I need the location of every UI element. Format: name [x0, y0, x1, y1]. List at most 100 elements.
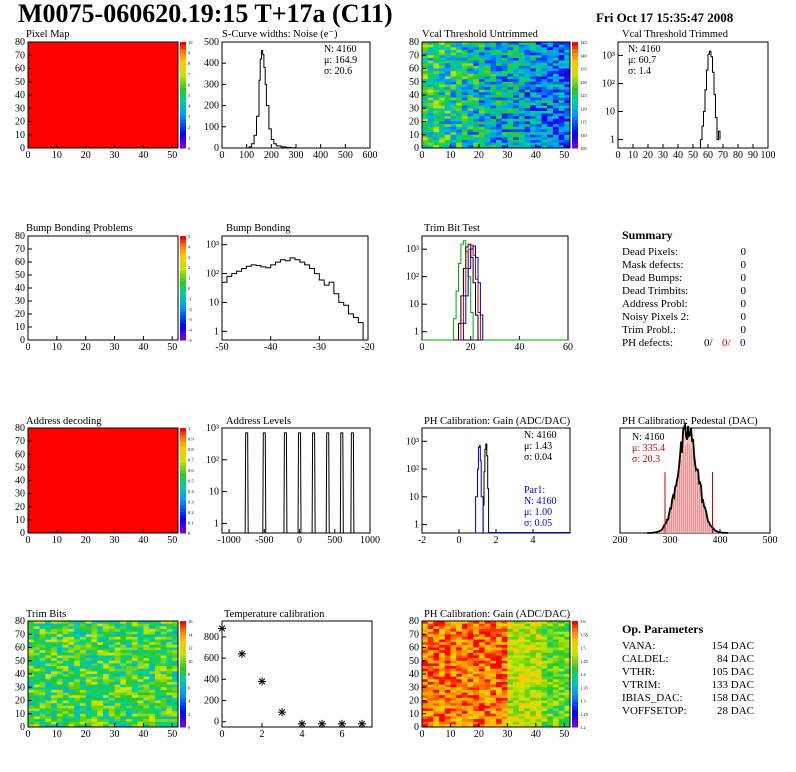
heatmap-cell: [490, 676, 497, 680]
heatmap-cell: [131, 644, 139, 648]
heatmap-cell: [541, 89, 548, 93]
heatmap-cell: [558, 705, 565, 709]
heatmap-cell: [160, 652, 167, 656]
heatmap-cell: [74, 639, 81, 643]
colorbar-cell: [180, 263, 186, 268]
x-tick-label: 30: [110, 729, 120, 740]
heatmap-cell: [433, 57, 440, 61]
heatmap-cell: [444, 660, 451, 664]
heatmap-cell: [422, 700, 429, 704]
heatmap-cell: [467, 140, 474, 144]
heatmap-cell: [456, 687, 463, 691]
heatmap-cell: [433, 47, 440, 51]
heatmap-cell: [427, 116, 434, 120]
heatmap-cell: [149, 721, 156, 725]
heatmap-cell: [530, 102, 537, 106]
heatmap-cell: [552, 68, 560, 72]
heatmap-cell: [524, 92, 531, 96]
summary-label: Mask defects:: [622, 259, 684, 271]
heatmap-cell: [507, 671, 514, 675]
heatmap-cell: [473, 89, 480, 93]
heatmap-cell: [564, 126, 571, 130]
heatmap-cell: [85, 655, 92, 659]
heatmap-cell: [530, 684, 537, 688]
colorbar-label: 1.3: [580, 699, 586, 704]
heatmap-cell: [74, 631, 81, 635]
x-tick-label: 200: [613, 535, 628, 546]
colorbar-label: 135: [580, 67, 588, 72]
heatmap-cell: [51, 697, 58, 701]
heatmap-cell: [433, 703, 440, 707]
heatmap-cell: [524, 695, 531, 699]
heatmap-cell: [501, 126, 508, 130]
heatmap-cell: [51, 705, 58, 709]
colorbar-cell: [180, 723, 186, 728]
heatmap-cell: [126, 719, 133, 723]
chart-ph-gain-map: PH Calibration: Gain (ADC/DAC)1.61.551.5…: [409, 609, 589, 740]
heatmap-cell: [427, 134, 434, 138]
heatmap-cell: [564, 711, 571, 715]
heatmap-cell: [541, 47, 548, 51]
heatmap-cell: [547, 81, 554, 85]
heatmap-cell: [91, 631, 98, 635]
colorbar-cell: [180, 638, 186, 643]
heatmap-cell: [484, 47, 491, 51]
colorbar-label: -1: [188, 296, 192, 301]
heatmap-cell: [28, 631, 35, 635]
colorbar-cell: [572, 624, 578, 629]
heatmap-cell: [530, 674, 537, 678]
colorbar-cell: [180, 63, 186, 68]
colorbar-cell: [180, 253, 186, 258]
heatmap-cell: [467, 695, 474, 699]
colorbar-cell: [180, 98, 186, 103]
x-tick-label: 40: [138, 150, 148, 161]
heatmap-cell: [74, 663, 81, 667]
heatmap-cell: [74, 695, 81, 699]
heatmap-cell: [172, 650, 179, 654]
heatmap-cell: [518, 708, 525, 712]
heatmap-cell: [547, 724, 554, 728]
heatmap-cell: [131, 652, 139, 656]
heatmap-cell: [513, 89, 520, 93]
heatmap-cell: [552, 92, 560, 96]
heatmap-cell: [530, 55, 537, 59]
heatmap-cell: [524, 79, 531, 83]
heatmap-cell: [33, 679, 40, 683]
heatmap-cell: [433, 124, 440, 128]
heatmap-cell: [79, 689, 87, 693]
heatmap-cell: [478, 55, 486, 59]
heatmap-cell: [552, 689, 560, 693]
colorbar-label: 1.55: [580, 632, 589, 637]
heatmap-cell: [473, 634, 480, 638]
heatmap-cell: [33, 700, 40, 704]
heatmap-cell: [496, 132, 503, 136]
heatmap-cell: [456, 60, 463, 64]
heatmap-cell: [541, 671, 548, 675]
heatmap-cell: [427, 655, 434, 659]
heatmap-cell: [535, 687, 542, 691]
heatmap-cell: [143, 634, 150, 638]
heatmap-cell: [422, 55, 429, 59]
heatmap-cell: [126, 666, 133, 670]
heatmap-cell: [473, 687, 480, 691]
heatmap-cell: [496, 666, 503, 670]
heatmap-cell: [501, 76, 508, 80]
heatmap-cell: [513, 655, 520, 659]
heatmap-cell: [120, 687, 127, 691]
heatmap-cell: [535, 692, 542, 696]
heatmap-cell: [541, 703, 548, 707]
heatmap-cell: [490, 124, 497, 128]
heatmap-cell: [114, 628, 121, 632]
heatmap-cell: [450, 626, 457, 630]
heatmap-cell: [513, 57, 520, 61]
heatmap-cell: [456, 644, 463, 648]
heatmap-cell: [126, 655, 133, 659]
heatmap-cell: [427, 126, 434, 130]
y-tick-label: 10: [15, 130, 25, 141]
heatmap-cell: [143, 711, 150, 715]
heatmap-cell: [85, 695, 92, 699]
x-tick-label: 10: [445, 150, 455, 161]
heatmap-cell: [473, 708, 480, 712]
heatmap-cell: [552, 644, 560, 648]
heatmap-cell: [473, 60, 480, 64]
